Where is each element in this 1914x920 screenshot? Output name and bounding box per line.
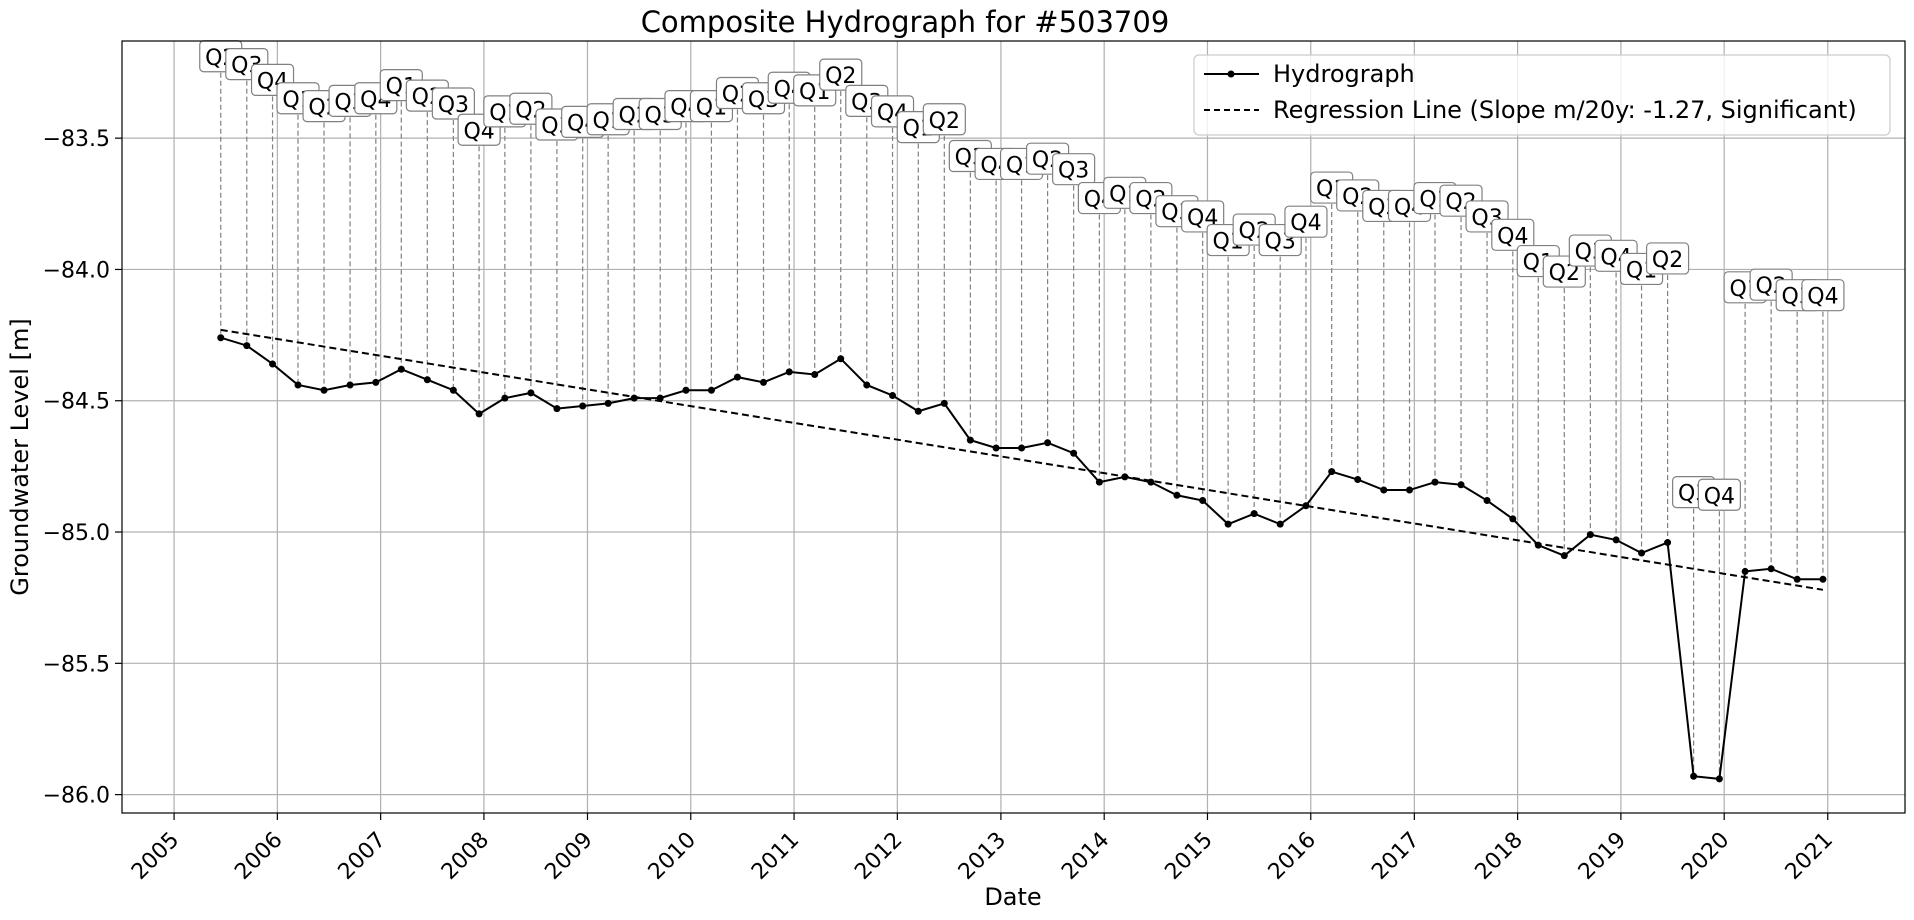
hydrograph-point <box>320 386 328 394</box>
hydrograph-point <box>1380 486 1388 494</box>
quarter-labels: Q2Q3Q4Q1Q2Q3Q4Q1Q2Q3Q4Q1Q2Q3Q4Q1Q2Q3Q4Q1… <box>199 40 1845 511</box>
plot-frame <box>121 40 1906 814</box>
legend-box <box>1193 54 1891 136</box>
hydrograph-point <box>1173 491 1181 499</box>
hydrograph-point <box>1793 575 1801 583</box>
hydrograph-point <box>811 370 819 378</box>
quarter-label-box <box>1052 153 1096 186</box>
quarter-label-box <box>1697 478 1741 511</box>
hydrograph-point <box>553 405 561 413</box>
hydrograph-point <box>863 381 871 389</box>
y-tick-label: −84.5 <box>43 390 110 415</box>
y-tick-label: −83.5 <box>43 127 110 152</box>
hydrograph-point <box>1767 565 1775 573</box>
quarter-label-box <box>819 58 863 91</box>
hydrograph-point <box>217 334 225 342</box>
quarter-label: Q3 <box>1058 159 1089 184</box>
hydrograph-point <box>1095 478 1103 486</box>
hydrograph-point <box>1819 575 1827 583</box>
hydrograph-point <box>1690 772 1698 780</box>
hydrograph-point <box>1560 552 1568 560</box>
hydrograph-point <box>759 378 767 386</box>
hydrograph-point <box>656 394 664 402</box>
hydrograph-point <box>1199 497 1207 505</box>
hydrograph-point <box>1483 497 1491 505</box>
hydrograph-point <box>1741 567 1749 575</box>
legend-regression-label: Regression Line (Slope m/20y: -1.27, Sig… <box>1273 96 1857 124</box>
hydrograph-point <box>604 399 612 407</box>
hydrograph-point <box>243 342 251 350</box>
hydrograph-point <box>940 399 948 407</box>
regression-line <box>220 328 1824 591</box>
hydrograph-point <box>1147 478 1155 486</box>
hydrograph-point <box>1534 541 1542 549</box>
hydrograph-point <box>449 386 457 394</box>
hydrograph-point <box>1354 476 1362 484</box>
quarter-label-box <box>922 103 966 136</box>
hydrograph-point <box>346 381 354 389</box>
hydrograph-point <box>1431 478 1439 486</box>
hydrograph-point <box>733 373 741 381</box>
hydrograph-point <box>1121 473 1129 481</box>
quarter-label-box <box>1645 242 1690 275</box>
hydrograph-point <box>1457 481 1465 489</box>
hydrograph-point <box>501 394 509 402</box>
hydrograph-point <box>889 391 897 399</box>
legend: Hydrograph Regression Line (Slope m/20y:… <box>1193 54 1891 136</box>
hydrograph-point <box>294 381 302 389</box>
hydrograph-point <box>914 407 922 415</box>
hydrograph-point <box>1509 515 1517 523</box>
quarter-label-box <box>1491 218 1535 251</box>
quarter-drop-lines <box>220 56 1824 779</box>
hydrograph-point <box>837 355 845 363</box>
hydrograph-point <box>630 394 638 402</box>
quarter-label-box <box>1801 279 1845 312</box>
hydrograph-point <box>1250 510 1258 518</box>
hydrograph-point <box>1276 520 1284 528</box>
quarter-label: Q2 <box>929 109 960 134</box>
hydrograph-point <box>1715 775 1723 783</box>
y-tick-label: −85.0 <box>43 521 110 546</box>
y-tick-label: −84.0 <box>43 258 110 283</box>
hydrograph-point <box>423 376 431 384</box>
y-axis-label: Groundwater Level [m] <box>6 318 34 595</box>
hydrograph-point <box>1224 520 1232 528</box>
hydrograph-point <box>707 386 715 394</box>
hydrograph-point <box>1406 486 1414 494</box>
hydrograph-point <box>1612 536 1620 544</box>
legend-hydrograph-marker <box>1227 70 1235 78</box>
hydrograph-point <box>1302 502 1310 510</box>
hydrograph-point <box>1018 444 1026 452</box>
y-tick-label: −86.0 <box>43 784 110 809</box>
hydrograph-point <box>1070 449 1078 457</box>
hydrograph-point <box>269 360 277 368</box>
hydrograph-point <box>1586 531 1594 539</box>
quarter-label: Q4 <box>1290 211 1321 236</box>
legend-hydrograph-label: Hydrograph <box>1273 60 1415 88</box>
quarter-label: Q4 <box>1704 484 1735 509</box>
quarter-label: Q2 <box>1652 248 1683 273</box>
hydrograph-point <box>785 368 793 376</box>
hydrograph-point <box>397 365 405 373</box>
hydrograph-point <box>1638 549 1646 557</box>
series <box>217 328 1827 783</box>
hydrograph-point <box>1044 439 1052 447</box>
hydrograph-point <box>682 386 690 394</box>
chart-title: Composite Hydrograph for #503709 <box>641 5 1170 39</box>
hydrograph-point <box>527 389 535 397</box>
hydrograph-point <box>579 402 587 410</box>
x-axis-label: Date <box>984 883 1041 911</box>
quarter-label-box <box>1284 205 1328 238</box>
quarter-label: Q4 <box>1807 285 1838 310</box>
hydrograph-point <box>992 444 1000 452</box>
hydrograph-point <box>1664 539 1672 547</box>
hydrograph-point <box>966 436 974 444</box>
hydrograph-point <box>475 410 483 418</box>
y-tick-label: −85.5 <box>43 652 110 677</box>
quarter-label-box <box>431 87 475 120</box>
hydrograph-point <box>372 378 380 386</box>
hydrograph-point <box>1328 468 1336 476</box>
